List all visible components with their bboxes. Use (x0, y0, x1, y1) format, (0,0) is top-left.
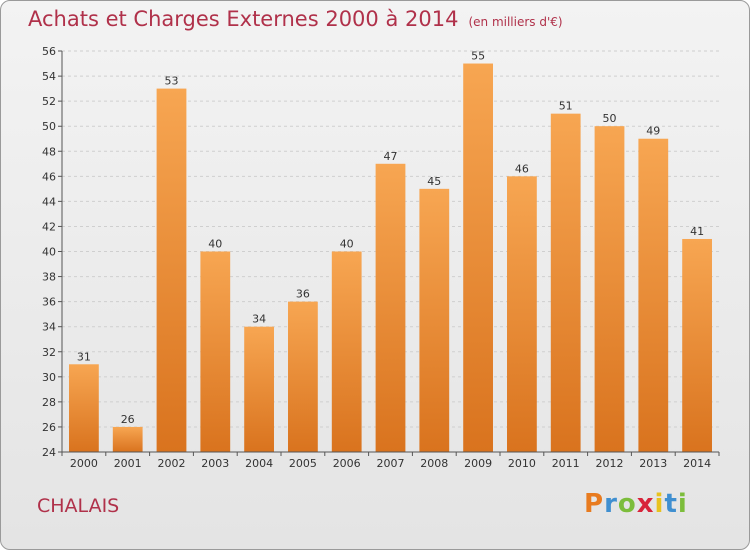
x-tick-label: 2006 (333, 457, 361, 470)
bar-value-label: 55 (471, 50, 485, 63)
y-tick-label: 30 (42, 371, 56, 384)
y-tick-label: 32 (42, 346, 56, 359)
bar (375, 163, 406, 452)
x-tick-label: 2000 (70, 457, 98, 470)
x-tick-label: 2002 (158, 457, 186, 470)
bar (682, 238, 712, 452)
bar (463, 63, 493, 452)
y-tick-label: 26 (42, 421, 56, 434)
x-tick-label: 2014 (683, 457, 711, 470)
bar-value-label: 53 (165, 75, 179, 88)
bar-value-label: 46 (515, 162, 529, 175)
bar-value-label: 45 (427, 175, 441, 188)
bar-value-label: 49 (646, 125, 660, 138)
logo-letter: x (636, 489, 655, 519)
x-tick-label: 2004 (245, 457, 273, 470)
bar (638, 138, 669, 452)
y-tick-label: 42 (42, 220, 56, 233)
x-tick-label: 2001 (114, 457, 142, 470)
chart-unit-note: (en milliers d'€) (468, 15, 563, 29)
chart-title: Achats et Charges Externes 2000 à 2014 (28, 7, 459, 31)
bar (112, 426, 143, 452)
logo-letter: r (604, 489, 618, 519)
x-tick-label: 2013 (639, 457, 667, 470)
bar (156, 88, 187, 452)
y-tick-label: 38 (42, 271, 56, 284)
y-tick-label: 34 (42, 321, 56, 334)
x-tick-label: 2012 (596, 457, 624, 470)
bar-value-label: 41 (690, 225, 704, 238)
bar (507, 176, 537, 452)
bar (594, 126, 625, 452)
x-tick-label: 2005 (289, 457, 317, 470)
bar-value-label: 31 (77, 350, 91, 363)
y-tick-label: 36 (42, 296, 56, 309)
y-tick-label: 44 (42, 195, 56, 208)
bar-value-label: 34 (252, 313, 266, 326)
y-tick-label: 28 (42, 396, 56, 409)
town-name: CHALAIS (37, 495, 120, 517)
proxiti-logo: Proxiti (584, 489, 688, 519)
y-tick-label: 48 (42, 145, 56, 158)
x-tick-label: 2011 (552, 457, 580, 470)
bar-value-label: 26 (121, 413, 135, 426)
y-tick-label: 50 (42, 120, 56, 133)
y-tick-label: 56 (42, 45, 56, 58)
logo-letter: t (664, 489, 678, 519)
bar (331, 251, 362, 452)
bars (69, 63, 712, 452)
x-tick-label: 2003 (201, 457, 229, 470)
bar-value-label: 51 (559, 100, 573, 113)
bar-value-label: 47 (384, 150, 398, 163)
y-tick-label: 46 (42, 170, 56, 183)
x-tick-label: 2010 (508, 457, 536, 470)
x-tick-label: 2008 (420, 457, 448, 470)
bar (200, 251, 231, 452)
bar (69, 364, 99, 452)
logo-letter: i (677, 489, 688, 519)
y-tick-label: 24 (42, 446, 56, 459)
y-tick-label: 40 (42, 246, 56, 259)
bar-value-label: 40 (340, 238, 354, 251)
y-tick-label: 54 (42, 70, 56, 83)
logo-letter: i (654, 489, 665, 519)
bar-value-label: 40 (208, 238, 222, 251)
bar (288, 301, 318, 452)
logo-letter: P (584, 489, 605, 519)
axes (58, 50, 720, 456)
bar-value-label: 36 (296, 288, 310, 301)
x-tick-label: 2007 (377, 457, 405, 470)
chart-title-row: Achats et Charges Externes 2000 à 2014 (e… (28, 7, 563, 31)
logo-letter: o (617, 489, 637, 519)
y-tick-label: 52 (42, 95, 56, 108)
bar (550, 113, 581, 452)
bar (244, 326, 274, 452)
x-tick-label: 2009 (464, 457, 492, 470)
bar-value-label: 50 (603, 112, 617, 125)
tick-labels: 24 26 28 30 32 34 36 38 40 42 44 46 48 50 52 54 56 31 2000… (42, 45, 711, 470)
bar (419, 188, 450, 452)
